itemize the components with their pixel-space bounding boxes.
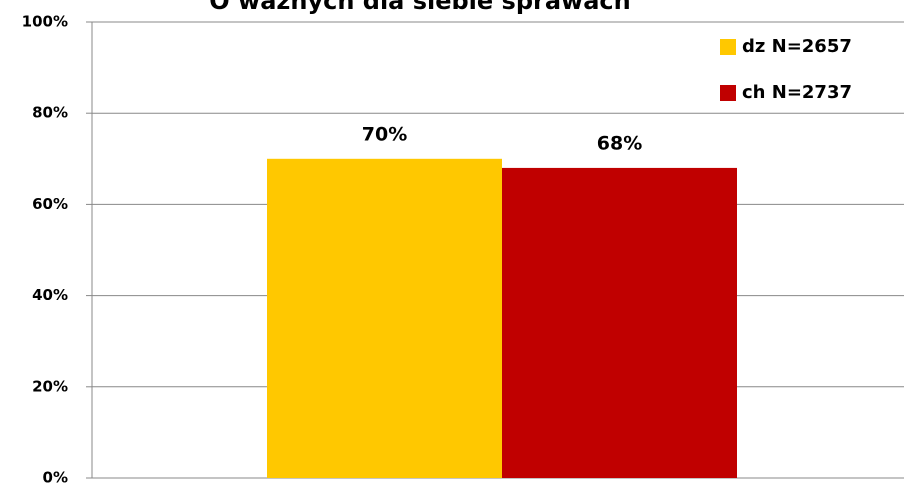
- value-label: 68%: [597, 132, 642, 154]
- y-tick-label: 80%: [32, 104, 68, 122]
- value-label: 70%: [362, 123, 407, 145]
- chart-title: O ważnych dla siebie sprawach: [209, 0, 630, 15]
- legend-label: dz N=2657: [742, 36, 852, 57]
- y-tick-label: 100%: [22, 13, 68, 31]
- legend-swatch: [720, 39, 736, 55]
- legend-label: ch N=2737: [742, 82, 852, 103]
- bar: [267, 158, 502, 479]
- y-tick-label: 40%: [32, 286, 68, 304]
- y-tick-label: 0%: [43, 469, 68, 486]
- bar: [502, 167, 737, 479]
- y-tick-label: 20%: [32, 377, 68, 395]
- y-tick-label: 60%: [32, 195, 68, 213]
- legend-swatch: [720, 85, 736, 101]
